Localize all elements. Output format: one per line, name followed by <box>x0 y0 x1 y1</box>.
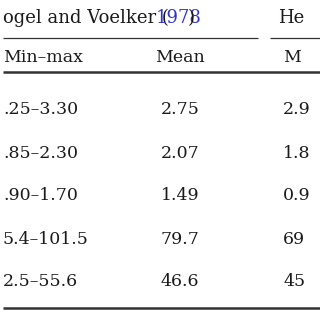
Text: .25–3.30: .25–3.30 <box>3 101 78 118</box>
Text: 1.49: 1.49 <box>161 188 199 204</box>
Text: 2.07: 2.07 <box>161 145 199 162</box>
Text: Min–max: Min–max <box>3 50 83 67</box>
Text: Mean: Mean <box>155 50 205 67</box>
Text: 79.7: 79.7 <box>161 230 199 247</box>
Text: 2.9: 2.9 <box>283 101 311 118</box>
Text: ): ) <box>188 9 195 27</box>
Text: 2.75: 2.75 <box>161 101 199 118</box>
Text: 69: 69 <box>283 230 305 247</box>
Text: 5.4–101.5: 5.4–101.5 <box>3 230 89 247</box>
Text: .85–2.30: .85–2.30 <box>3 145 78 162</box>
Text: .90–1.70: .90–1.70 <box>3 188 78 204</box>
Text: ogel and Voelker (: ogel and Voelker ( <box>3 9 169 27</box>
Text: 45: 45 <box>283 274 305 291</box>
Text: 0.9: 0.9 <box>283 188 311 204</box>
Text: 1978: 1978 <box>156 9 202 27</box>
Text: M: M <box>283 50 301 67</box>
Text: He: He <box>278 9 304 27</box>
Text: 1.8: 1.8 <box>283 145 310 162</box>
Text: 46.6: 46.6 <box>161 274 199 291</box>
Text: 2.5–55.6: 2.5–55.6 <box>3 274 78 291</box>
